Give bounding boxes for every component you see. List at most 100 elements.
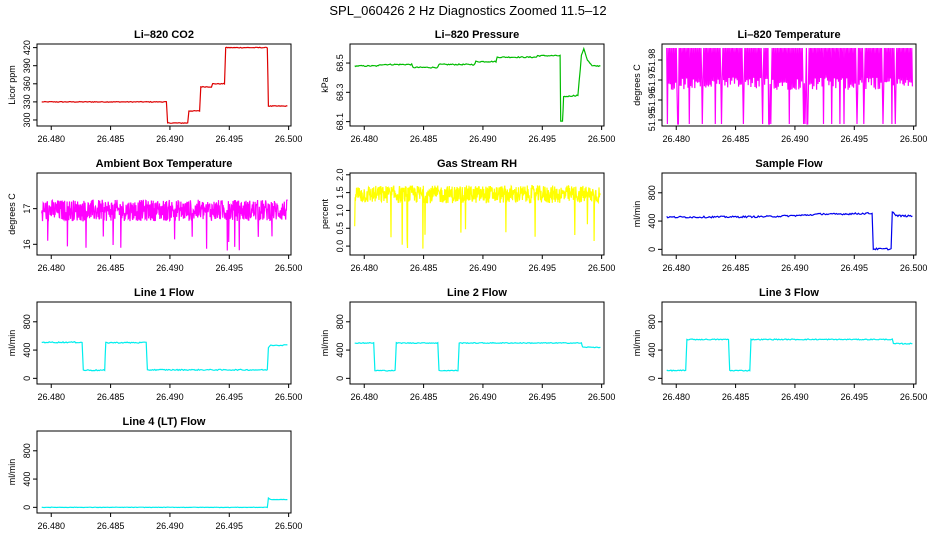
x-tick-label: 26.480 [662, 392, 690, 402]
y-axis-label: ml/min [320, 330, 330, 357]
x-tick-label: 26.485 [722, 134, 750, 144]
y-tick-label: 51.95 [647, 109, 657, 132]
y-tick-label: 400 [647, 214, 657, 229]
x-tick-label: 26.480 [662, 263, 690, 273]
x-tick-label: 26.480 [350, 263, 378, 273]
plot-frame [349, 43, 605, 127]
plot-frame [661, 172, 917, 256]
y-axis-label: kPa [320, 77, 330, 93]
series-line-1 [666, 47, 913, 125]
plot-frame [661, 43, 917, 127]
x-tick-label: 26.495 [216, 521, 244, 531]
series-line-1 [41, 198, 288, 251]
series-line-1 [354, 184, 601, 249]
series-line-1 [41, 46, 288, 124]
y-tick-label: 68.5 [335, 54, 345, 72]
x-tick-label: 26.500 [588, 392, 616, 402]
x-tick-label: 26.500 [900, 392, 928, 402]
y-tick-label: 400 [22, 472, 32, 487]
chart-panel-5: Gas Stream RH 0.0 0.5 1.0 1.5 2.0 26.480 26.485… [320, 158, 615, 273]
y-axis-label: degrees C [632, 64, 642, 106]
x-tick-label: 26.480 [662, 134, 690, 144]
x-tick-label: 26.500 [588, 263, 616, 273]
x-tick-label: 26.485 [410, 263, 438, 273]
y-tick-label: 390 [22, 58, 32, 73]
y-axis-label: ml/min [632, 201, 642, 228]
x-tick-label: 26.490 [156, 263, 184, 273]
panel-title: Gas Stream RH [437, 158, 517, 170]
x-tick-label: 26.490 [469, 134, 497, 144]
y-tick-label: 300 [22, 112, 32, 127]
y-tick-label: 51.97 [647, 69, 657, 92]
plot-frame [36, 301, 292, 385]
chart-panel-4: Ambient Box Temperature 16 17 26.480 26.485 2… [7, 158, 302, 273]
panel-title: Ambient Box Temperature [96, 158, 233, 170]
y-tick-label: 0.5 [335, 222, 345, 235]
x-tick-label: 26.480 [37, 263, 65, 273]
x-tick-label: 26.500 [275, 392, 303, 402]
y-tick-label: 400 [335, 343, 345, 358]
plot-frame [661, 301, 917, 385]
x-tick-label: 26.480 [37, 521, 65, 531]
y-tick-label: 330 [22, 94, 32, 109]
y-axis-label: ml/min [7, 330, 17, 357]
x-tick-label: 26.490 [781, 263, 809, 273]
x-tick-label: 26.490 [156, 134, 184, 144]
y-tick-label: 800 [647, 314, 657, 329]
panel-title: Line 3 Flow [759, 287, 819, 299]
y-tick-label: 1.0 [335, 204, 345, 217]
y-tick-label: 0 [647, 247, 657, 252]
y-tick-label: 51.98 [647, 49, 657, 72]
panel-title: Line 4 (LT) Flow [123, 416, 206, 428]
x-tick-label: 26.495 [216, 392, 244, 402]
plot-frame [36, 430, 292, 514]
x-tick-label: 26.495 [841, 392, 869, 402]
panel-title: Li–820 CO2 [134, 29, 194, 41]
chart-panel-8: Line 2 Flow 0 400 800 26.480 26.485 26.490 26.4… [320, 287, 615, 402]
x-tick-label: 26.495 [529, 263, 557, 273]
chart-panel-9: Line 3 Flow 0 400 800 26.480 26.485 26.490 26.4… [632, 287, 927, 402]
y-tick-label: 51.96 [647, 89, 657, 112]
chart-panel-1: Li–820 CO2 300 330 360 390 420 26.480 26.485 26.… [7, 29, 302, 144]
x-tick-label: 26.485 [722, 392, 750, 402]
y-tick-label: 17 [22, 204, 32, 214]
panel-title: Line 2 Flow [447, 287, 507, 299]
chart-panel-2: Li–820 Pressure 68.1 68.3 68.5 26.480 26.485 2… [320, 29, 615, 144]
x-tick-label: 26.500 [900, 263, 928, 273]
x-tick-label: 26.485 [97, 134, 125, 144]
x-tick-label: 26.485 [97, 263, 125, 273]
x-tick-label: 26.480 [37, 392, 65, 402]
panel-title: Li–820 Temperature [737, 29, 840, 41]
x-tick-label: 26.490 [781, 134, 809, 144]
y-tick-label: 0 [22, 376, 32, 381]
chart-panel-6: Sample Flow 0 400 800 26.480 26.485 26.490 26.4… [632, 158, 927, 273]
y-axis-label: Licor ppm [7, 65, 17, 105]
x-tick-label: 26.490 [156, 392, 184, 402]
x-tick-label: 26.500 [900, 134, 928, 144]
plot-frame [349, 172, 605, 256]
x-tick-label: 26.495 [216, 263, 244, 273]
panel-title: Sample Flow [755, 158, 823, 170]
x-tick-label: 26.500 [588, 134, 616, 144]
y-tick-label: 400 [647, 343, 657, 358]
x-tick-label: 26.490 [156, 521, 184, 531]
y-tick-label: 800 [335, 314, 345, 329]
chart-panel-10: Line 4 (LT) Flow 0 400 800 26.480 26.485 26.49… [7, 416, 302, 531]
y-tick-label: 16 [22, 239, 32, 249]
plot-frame [36, 43, 292, 127]
plot-frame [36, 172, 292, 256]
y-tick-label: 800 [647, 185, 657, 200]
y-axis-label: percent [320, 198, 330, 229]
y-tick-label: 68.3 [335, 84, 345, 102]
series-line-1 [666, 338, 913, 372]
y-axis-label: ml/min [7, 459, 17, 486]
x-tick-label: 26.495 [841, 134, 869, 144]
x-tick-label: 26.500 [275, 263, 303, 273]
figure-title: SPL_060426 2 Hz Diagnostics Zoomed 11.5–… [329, 3, 606, 18]
panel-title: Li–820 Pressure [435, 29, 519, 41]
x-tick-label: 26.485 [722, 263, 750, 273]
x-tick-label: 26.495 [841, 263, 869, 273]
series-line-1 [666, 211, 913, 251]
